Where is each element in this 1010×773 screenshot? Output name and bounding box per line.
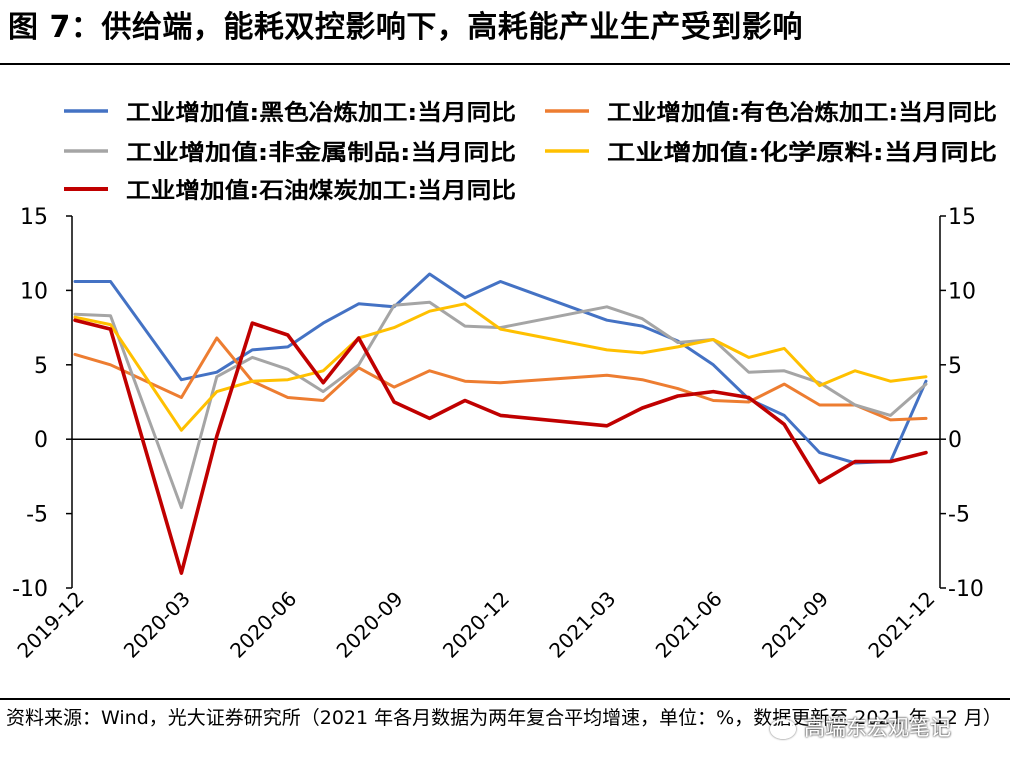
y-tick-label-left: -5	[26, 503, 48, 528]
x-tick-label: 2020-06	[225, 587, 301, 663]
chart-series	[73, 272, 928, 575]
y-tick-label-right: 0	[948, 428, 962, 453]
legend-label-4: 工业增加值:化学原料:当月同比	[607, 140, 997, 166]
y-tick-label-left: 5	[34, 354, 48, 379]
wechat-icon	[770, 719, 796, 739]
y-tick-label-right: 15	[948, 205, 976, 230]
legend-label-1: 工业增加值:黑色冶炼加工:当月同比	[126, 100, 516, 126]
y-tick-label-right: -10	[948, 577, 984, 602]
y-tick-label-right: 5	[948, 354, 962, 379]
x-tick-label: 2020-09	[332, 587, 408, 663]
y-tick-label-left: 10	[20, 279, 48, 304]
x-tick-label: 2021-09	[757, 587, 833, 663]
source-divider	[0, 698, 1010, 700]
series-line-2	[73, 336, 928, 422]
x-tick-label: 2021-03	[544, 587, 620, 663]
watermark: 高端东宏观笔记	[770, 712, 951, 742]
line-chart: 工业增加值:黑色冶炼加工:当月同比 工业增加值:有色冶炼加工:当月同比工业增加值:…	[12, 100, 997, 663]
y-tick-label-left: 0	[34, 428, 48, 453]
series-line-5	[73, 318, 928, 575]
x-tick-label: 2020-03	[119, 587, 195, 663]
legend-label-2: 工业增加值:有色冶炼加工:当月同比	[607, 100, 997, 126]
page-title: 图 7：供给端，能耗双控影响下，高耗能产业生产受到影响	[8, 10, 803, 45]
legend-label-5: 工业增加值:石油煤炭加工:当月同比	[126, 178, 516, 204]
series-line-3	[73, 300, 928, 510]
y-tick-label-right: 10	[948, 279, 976, 304]
legend-label-3: 工业增加值:非金属制品:当月同比	[126, 140, 516, 166]
x-tick-label: 2021-12	[863, 587, 939, 663]
x-tick-label: 2021-06	[651, 587, 727, 663]
series-line-4	[73, 302, 928, 432]
y-tick-label-left: 15	[20, 205, 48, 230]
chart-legend: 工业增加值:黑色冶炼加工:当月同比 工业增加值:有色冶炼加工:当月同比工业增加值:…	[64, 100, 997, 204]
watermark-label: 高端东宏观笔记	[804, 716, 951, 740]
title-divider	[0, 63, 1010, 65]
source-note: 资料来源：Wind，光大证券研究所（2021 年各月数据为两年复合平均增速，单位…	[6, 707, 1002, 729]
y-tick-label-left: -10	[12, 577, 48, 602]
x-tick-label: 2020-12	[438, 587, 514, 663]
y-tick-label-right: -5	[948, 503, 970, 528]
